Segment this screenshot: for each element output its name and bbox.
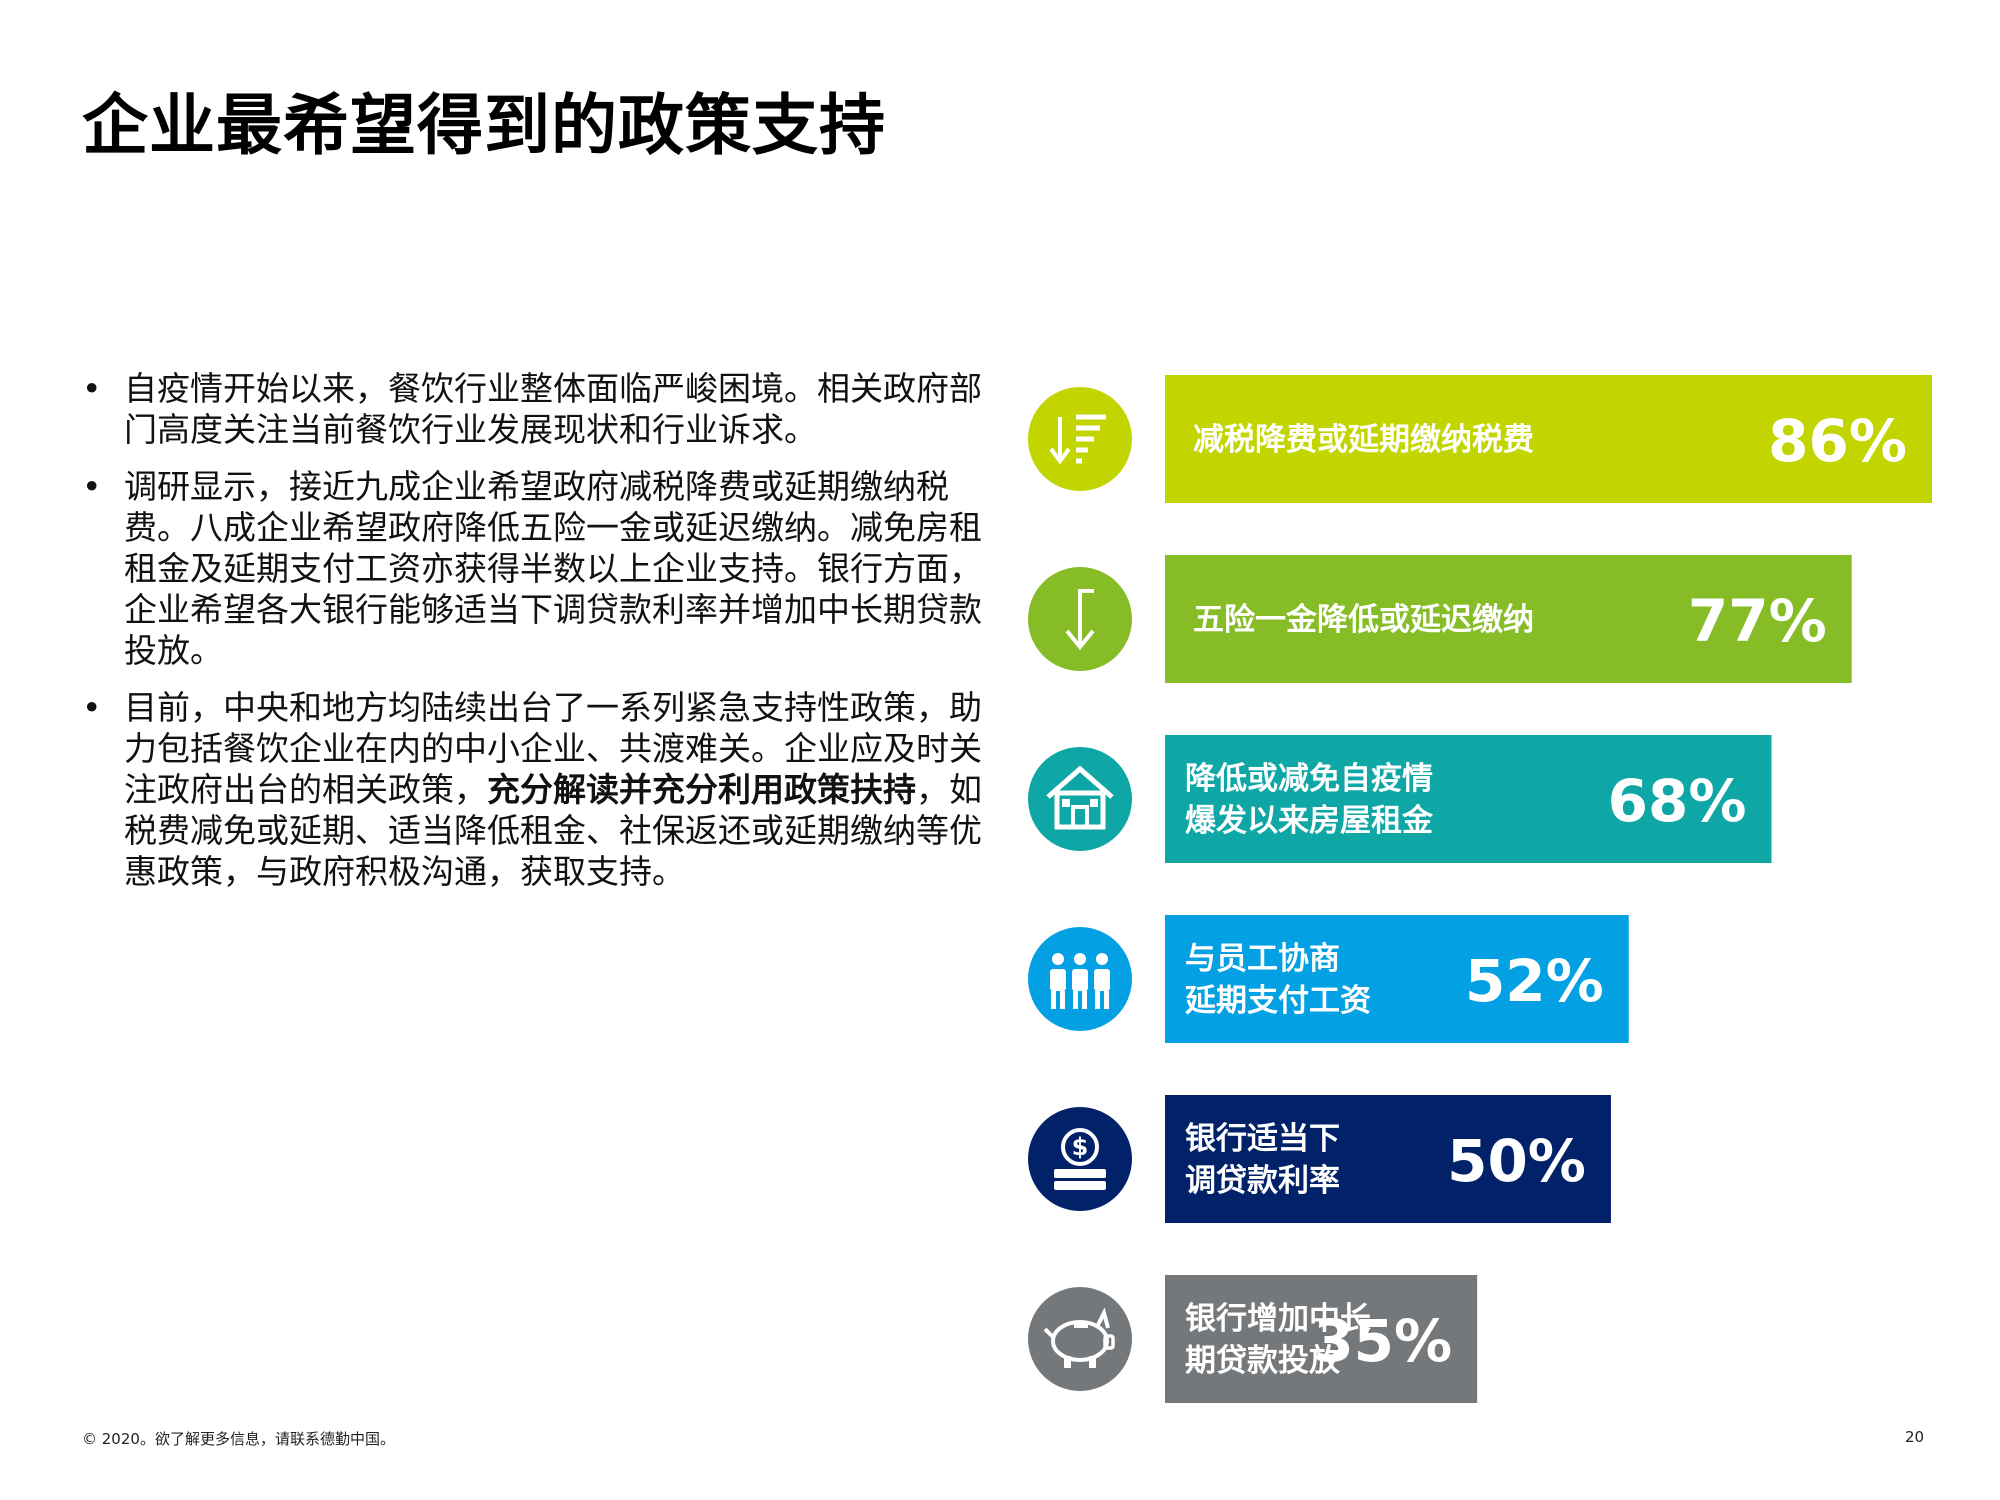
bar-value-label: 77%	[1688, 587, 1827, 655]
bar-value-label: 86%	[1768, 407, 1907, 475]
page-title: 企业最希望得到的政策支持	[82, 87, 886, 164]
bar-category-label: 与员工协商延期支付工资	[1184, 941, 1371, 1019]
bullet-text: 调研显示，接近九成企业希望政府减税降费或延期缴纳税费。八成企业希望政府降低五险一…	[124, 467, 982, 670]
sort-descending-icon	[1028, 387, 1132, 491]
bar-category-label: 降低或减免自疫情爆发以来房屋租金	[1185, 761, 1434, 839]
copyright-footer: © 2020。欲了解更多信息，请联系德勤中国。	[82, 1430, 395, 1448]
bar-category-label: 银行适当下调贷款利率	[1185, 1121, 1340, 1199]
bullet-list: • 自疫情开始以来，餐饮行业整体面临严峻困境。相关政府部门高度关注当前餐饮行业发展…	[82, 368, 987, 908]
bullet-dot: •	[82, 467, 102, 506]
bullet-item: • 调研显示，接近九成企业希望政府减税降费或延期缴纳税费。八成企业希望政府降低五险…	[82, 466, 987, 671]
bar	[1165, 1275, 1478, 1403]
people-icon	[1028, 927, 1132, 1031]
house-icon	[1028, 747, 1132, 851]
bar-category-label: 减税降费或延期缴纳税费	[1193, 422, 1534, 458]
bar-value-label: 50%	[1447, 1127, 1586, 1195]
bullet-item: • 目前，中央和地方均陆续出台了一系列紧急支持性政策，助力包括餐饮企业在内的中小企…	[82, 687, 987, 892]
bar-category-label: 五险一金降低或延迟缴纳	[1193, 602, 1534, 638]
bullet-item: • 自疫情开始以来，餐饮行业整体面临严峻困境。相关政府部门高度关注当前餐饮行业发展…	[82, 368, 987, 450]
bar-category-label: 银行增加中长期贷款投放	[1185, 1301, 1371, 1379]
bullet-dot: •	[82, 369, 102, 408]
arrow-down-icon	[1028, 567, 1132, 671]
bullet-text: 自疫情开始以来，餐饮行业整体面临严峻困境。相关政府部门高度关注当前餐饮行业发展现…	[124, 369, 982, 449]
bar	[1165, 375, 1932, 503]
piggy-bank-icon	[1028, 1287, 1132, 1391]
bar-value-label: 35%	[1313, 1307, 1452, 1375]
svg-text:$: $	[1072, 1133, 1089, 1161]
bullet-text: 目前，中央和地方均陆续出台了一系列紧急支持性政策，助力包括餐饮企业在内的中小企业…	[124, 688, 982, 809]
bar	[1165, 1095, 1611, 1223]
bar-value-label: 52%	[1465, 947, 1604, 1015]
bar	[1165, 915, 1629, 1043]
bullet-dot: •	[82, 688, 102, 727]
bar	[1165, 555, 1852, 683]
coin-stack-icon: $	[1028, 1107, 1132, 1211]
bar-value-label: 68%	[1608, 767, 1747, 835]
bullet-text: ，如税费减免或延期、适当降低租金、社保返还或延期缴纳等优惠政策，与政府积极沟通，…	[124, 770, 982, 891]
bullet-emphasis: 充分解读并充分利用政策扶持	[487, 770, 916, 809]
page-number: 20	[1905, 1428, 1925, 1446]
bar	[1165, 735, 1772, 863]
